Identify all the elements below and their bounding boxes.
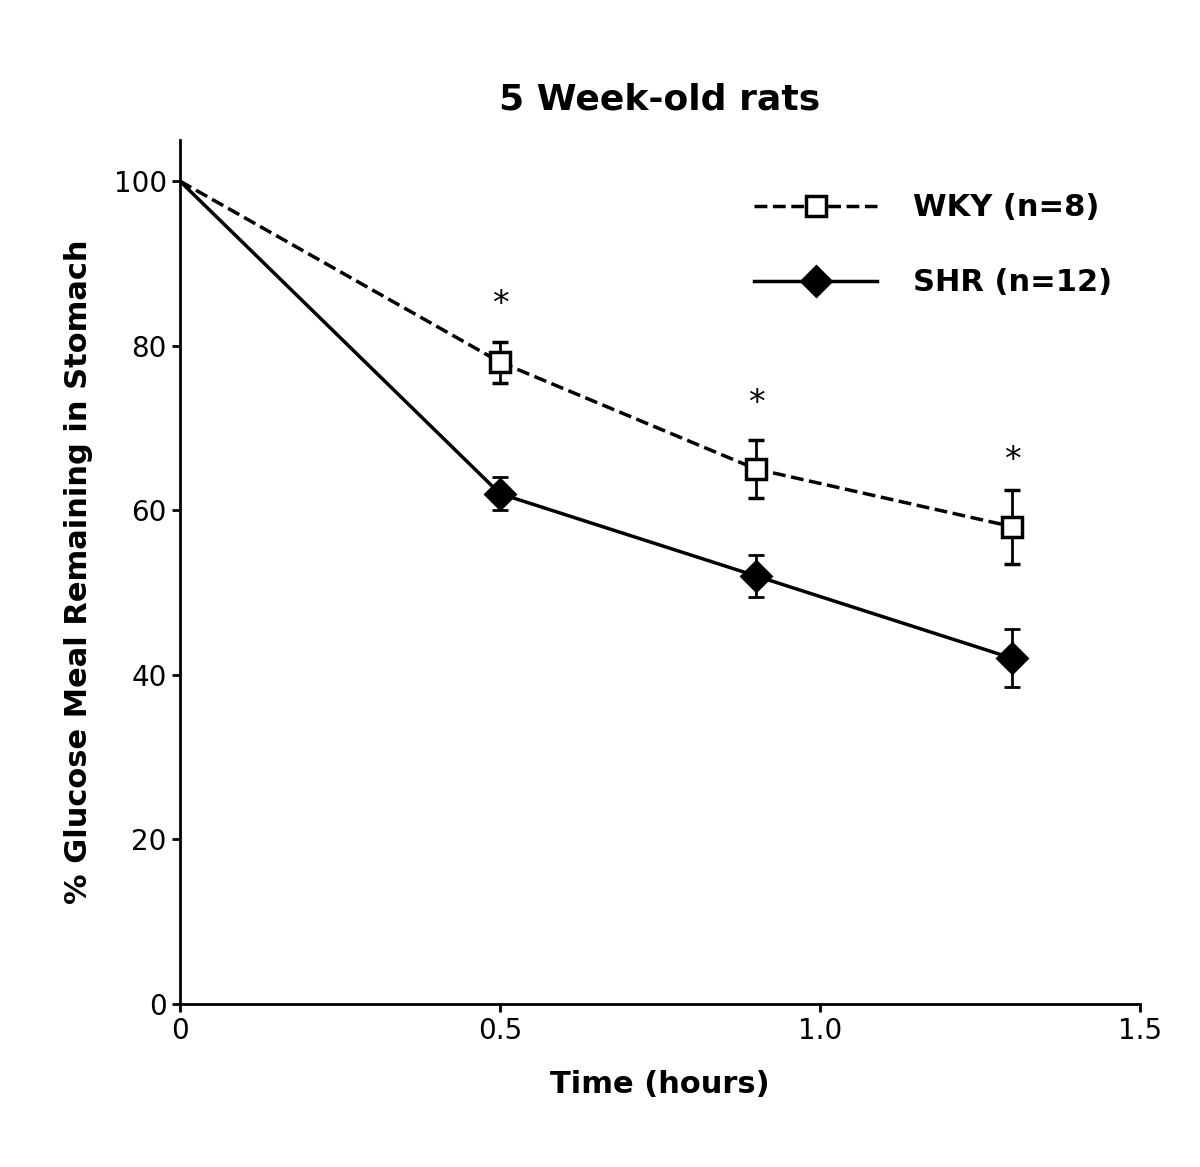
X-axis label: Time (hours): Time (hours)	[550, 1070, 770, 1099]
Text: *: *	[1003, 445, 1020, 477]
Title: 5 Week-old rats: 5 Week-old rats	[499, 83, 821, 117]
Text: *: *	[492, 288, 509, 321]
Legend: WKY (n=8), SHR (n=12): WKY (n=8), SHR (n=12)	[743, 181, 1124, 309]
Y-axis label: % Glucose Meal Remaining in Stomach: % Glucose Meal Remaining in Stomach	[64, 239, 92, 904]
Text: *: *	[748, 386, 764, 420]
